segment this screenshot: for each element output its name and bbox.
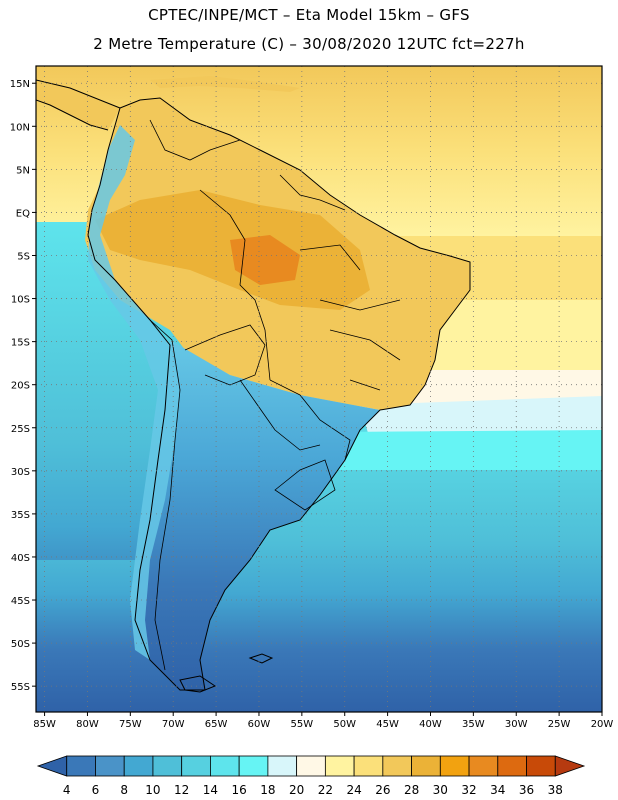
colorbar-label: 22 (318, 783, 333, 797)
colorbar-swatch (66, 755, 96, 777)
lon-tick-label: 65W (205, 719, 228, 730)
lon-tick-label: 85W (33, 719, 56, 730)
colorbar-swatch (123, 755, 154, 777)
lon-tick-label: 25W (548, 719, 571, 730)
lon-tick-label: 70W (162, 719, 185, 730)
colorbar-label: 28 (404, 783, 419, 797)
border-brazil-south (269, 379, 351, 461)
colorbar-swatch (210, 755, 240, 777)
colorbar-swatch (152, 755, 183, 777)
colorbar-swatch (526, 755, 556, 777)
colorbar-label: 26 (375, 783, 390, 797)
colorbar-label: 4 (63, 783, 71, 797)
caribbean-islands (150, 76, 300, 92)
map-frame (35, 65, 603, 713)
colorbar-swatch (267, 755, 298, 777)
lat-tick-label: 35S (11, 510, 30, 521)
border-colombia-venezuela (149, 119, 241, 161)
colorbar-swatch (36, 755, 68, 777)
south-america-coastline (87, 97, 471, 691)
lat-tick-label: 40S (11, 553, 30, 564)
colorbar-swatch (439, 755, 470, 777)
lon-tick-label: 45W (376, 719, 399, 730)
colorbar-label: 36 (519, 783, 534, 797)
ocean-field-20 (360, 396, 602, 440)
border-brazil-states (299, 244, 401, 391)
border-guianas (279, 174, 346, 211)
temperature-colorbar: 4 6 8 10 12 14 16 18 20 22 24 26 28 30 32 34 36 38 (36, 755, 586, 797)
country-borders (149, 119, 401, 671)
lat-tick-label: 10S (11, 295, 30, 306)
chart-title-line-2: 2 Metre Temperature (C) – 30/08/2020 12U… (93, 35, 525, 53)
lat-tick-label: EQ (16, 208, 30, 219)
chart-title-line-1: CPTEC/INPE/MCT – Eta Model 15km – GFS (148, 6, 470, 24)
lat-tick-label: 55S (11, 682, 30, 693)
colorbar-label: 18 (260, 783, 275, 797)
lat-tick-label: 50S (11, 639, 30, 650)
lat-tick-label: 5N (16, 165, 30, 176)
border-argentina-paraguay (239, 379, 321, 451)
lon-tick-label: 50W (333, 719, 356, 730)
colorbar-label: 10 (145, 783, 160, 797)
colorbar-label: 20 (289, 783, 304, 797)
border-uruguay (274, 459, 336, 511)
lat-tick-label: 10N (10, 122, 30, 133)
lon-tick-label: 40W (419, 719, 442, 730)
colorbar-swatch (324, 755, 355, 777)
lon-tick-label: 60W (248, 719, 271, 730)
lon-tick-label: 35W (462, 719, 485, 730)
colorbar-swatch (181, 755, 211, 777)
lon-tick-label: 20W (591, 719, 614, 730)
colorbar-label: 32 (461, 783, 476, 797)
colorbar-swatch (95, 755, 125, 777)
colorbar-label: 6 (92, 783, 100, 797)
colorbar-label: 8 (120, 783, 128, 797)
andes-cold-band (88, 125, 180, 660)
map-panel (36, 66, 602, 712)
colorbar-swatch (238, 755, 269, 777)
colorbar-swatch (468, 755, 499, 777)
lon-tick-label: 75W (119, 719, 142, 730)
colorbar-label: 34 (490, 783, 505, 797)
lat-tick-label: 45S (11, 596, 30, 607)
latitude-axis: 15N 10N 5N EQ 5S 10S 15S 20S 25S 30S 35S 40S 45S 50S 5… (10, 79, 36, 693)
colorbar-label: 16 (232, 783, 247, 797)
colorbar-swatch (382, 755, 412, 777)
colorbar-label: 12 (174, 783, 189, 797)
colorbar-label: 14 (203, 783, 218, 797)
lon-tick-label: 30W (505, 719, 528, 730)
tierra-del-fuego (179, 675, 217, 693)
lat-tick-label: 15N (10, 79, 30, 90)
border-brazil-west (199, 189, 271, 381)
colorbar-label: 24 (346, 783, 361, 797)
lon-tick-label: 80W (76, 719, 99, 730)
colorbar-swatch (411, 755, 441, 777)
falkland-islands (248, 653, 274, 664)
lat-tick-label: 25S (11, 424, 30, 435)
colorbar-swatch (353, 755, 384, 777)
border-andes (149, 319, 181, 671)
lat-tick-label: 30S (11, 467, 30, 478)
colorbar-swatch (554, 755, 586, 777)
colorbar-label: 30 (433, 783, 448, 797)
longitude-axis: 85W 80W 75W 70W 65W 60W 55W 50W 45W 40W 35W 30W 25W 2… (33, 712, 613, 730)
lat-tick-label: 5S (17, 251, 30, 262)
central-america-landmass (36, 80, 120, 130)
colorbar-swatch (296, 755, 326, 777)
ocean-field-18 (330, 430, 602, 470)
lat-tick-label: 15S (11, 338, 30, 349)
border-bolivia (184, 324, 266, 386)
central-hot-core (230, 235, 300, 285)
lat-tick-label: 20S (11, 381, 30, 392)
lon-tick-label: 55W (291, 719, 314, 730)
colorbar-label: 38 (548, 783, 563, 797)
colorbar-swatch (497, 755, 527, 777)
